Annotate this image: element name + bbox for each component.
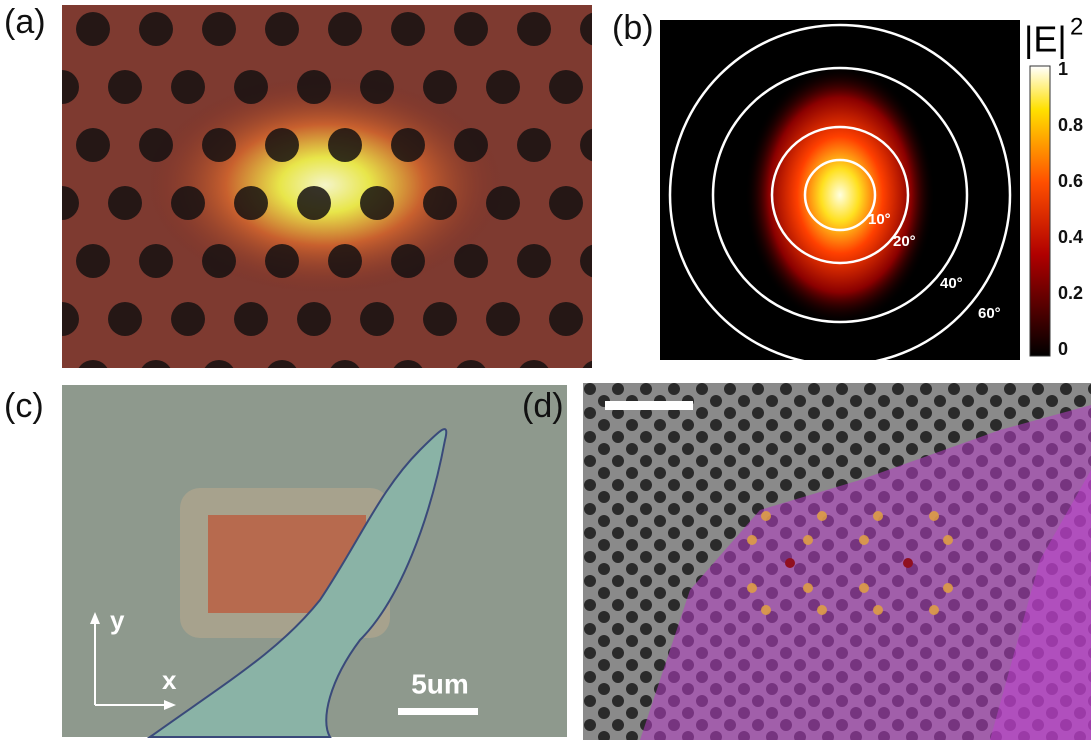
scale-bar-label: 5um bbox=[411, 668, 469, 699]
colorbar-tick-label: 0.6 bbox=[1058, 171, 1083, 191]
panel-label: (c) bbox=[4, 387, 44, 425]
panel-a bbox=[62, 5, 592, 368]
colorbar-tick-label: 0.4 bbox=[1058, 227, 1083, 247]
highlight-dot bbox=[859, 583, 869, 593]
highlight-dot bbox=[929, 605, 939, 615]
panel-label: (d) bbox=[522, 387, 564, 425]
highlight-dot bbox=[803, 535, 813, 545]
highlight-dot bbox=[873, 511, 883, 521]
panel-c bbox=[62, 385, 567, 738]
angle-label: 10° bbox=[868, 211, 891, 228]
angle-label: 40° bbox=[940, 275, 963, 292]
panel-label: (a) bbox=[4, 3, 46, 41]
angle-label: 60° bbox=[978, 305, 1001, 322]
highlight-dot bbox=[747, 535, 757, 545]
highlight-dot bbox=[817, 511, 827, 521]
angle-label: 20° bbox=[893, 233, 916, 250]
colorbar-exponent: 2 bbox=[1070, 13, 1083, 40]
highlight-dot bbox=[747, 583, 757, 593]
colorbar-tick-label: 1 bbox=[1058, 59, 1068, 79]
colorbar-tick-label: 0 bbox=[1058, 339, 1068, 359]
axis-label: x bbox=[162, 665, 177, 695]
highlight-dot bbox=[761, 605, 771, 615]
colorbar-tick-label: 0.8 bbox=[1058, 115, 1083, 135]
highlight-dot bbox=[803, 583, 813, 593]
highlight-dot bbox=[929, 511, 939, 521]
colorbar bbox=[1029, 65, 1051, 357]
panel-label: (b) bbox=[612, 9, 654, 47]
panel-d bbox=[583, 383, 1091, 740]
highlight-dot bbox=[943, 583, 953, 593]
colorbar-title: |E| bbox=[1024, 19, 1067, 60]
highlight-dot bbox=[785, 558, 795, 568]
highlight-dot bbox=[859, 535, 869, 545]
highlight-dot bbox=[903, 558, 913, 568]
axis-label: y bbox=[110, 605, 125, 635]
highlight-dot bbox=[873, 605, 883, 615]
highlight-dot bbox=[817, 605, 827, 615]
colorbar-tick-label: 0.2 bbox=[1058, 283, 1083, 303]
panel-b bbox=[660, 20, 1020, 360]
highlight-dot bbox=[761, 511, 771, 521]
highlight-dot bbox=[943, 535, 953, 545]
